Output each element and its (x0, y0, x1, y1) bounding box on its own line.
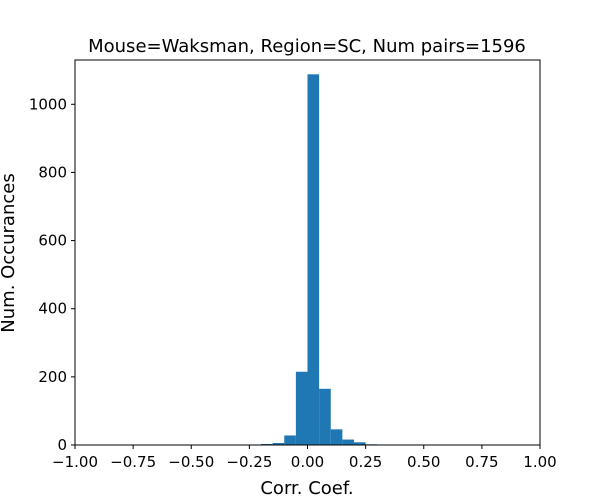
histogram-bar (330, 429, 343, 445)
histogram-bar (342, 439, 354, 445)
histogram-bar (272, 442, 285, 445)
x-tick-label: −0.50 (168, 453, 214, 471)
histogram-bar (295, 371, 308, 445)
histogram-bar (284, 435, 296, 445)
x-tick-label: 0.50 (407, 453, 440, 471)
chart-title: Mouse=Waksman, Region=SC, Num pairs=1596 (88, 36, 526, 57)
y-axis: 0 200 400 600 800 1000 (29, 95, 75, 454)
histogram-bar (354, 442, 366, 445)
x-tick-label: −0.75 (110, 453, 156, 471)
y-tick-label: 0 (57, 436, 67, 454)
x-tick-label: 0.75 (465, 453, 498, 471)
x-tick-label: 1.00 (523, 453, 556, 471)
y-axis-label: Num. Occurances (0, 173, 19, 332)
y-tick-label: 600 (38, 232, 67, 250)
x-axis: −1.00 −0.75 −0.50 −0.25 0.00 0.25 0.50 0.75 1.00 (52, 445, 557, 471)
x-axis-label: Corr. Coef. (260, 478, 353, 499)
y-tick-label: 800 (38, 163, 67, 181)
histogram-bar (307, 74, 320, 445)
histogram-bar (261, 443, 273, 445)
x-tick-label: −1.00 (52, 453, 98, 471)
y-tick-label: 400 (38, 300, 67, 318)
histogram-bars (249, 74, 389, 445)
x-tick-label: 0.00 (291, 453, 324, 471)
histogram-bar (319, 388, 331, 445)
y-tick-label: 1000 (29, 95, 67, 113)
x-tick-label: 0.25 (349, 453, 382, 471)
x-tick-label: −0.25 (226, 453, 272, 471)
y-tick-label: 200 (38, 368, 67, 386)
